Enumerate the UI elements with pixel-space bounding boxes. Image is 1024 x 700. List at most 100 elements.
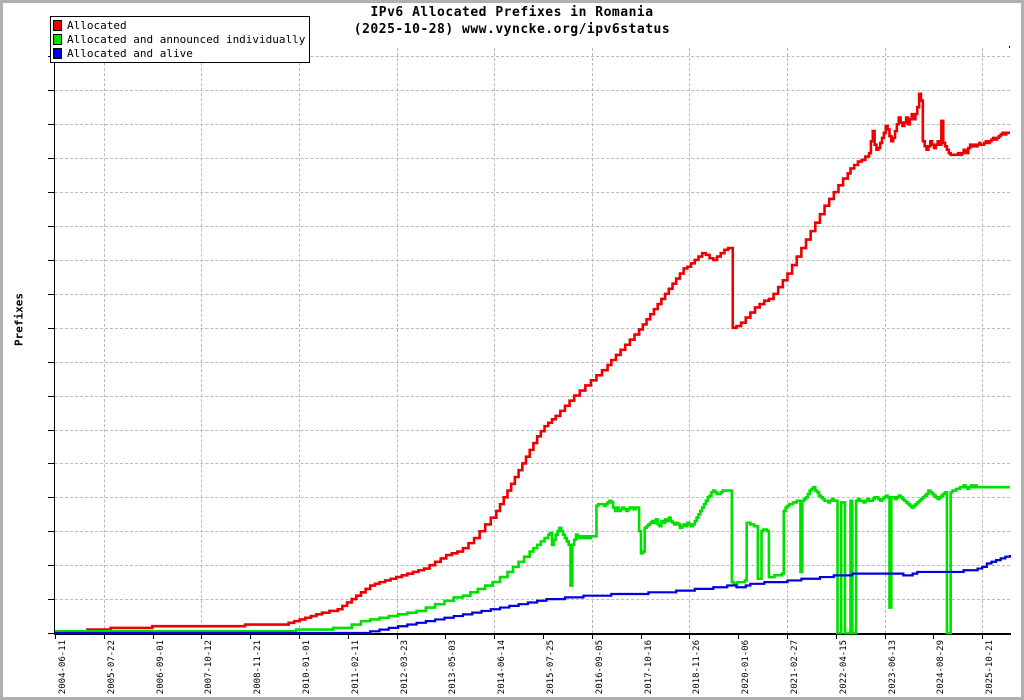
y-tick-mark: [48, 259, 55, 261]
x-tick-mark: [689, 633, 691, 639]
legend-item: Allocated and announced individually: [53, 33, 305, 46]
x-tick-label: 2014-06-14: [497, 640, 508, 695]
chart-title: IPv6 Allocated Prefixes in Romania: [370, 5, 654, 20]
legend-color-swatch: [53, 48, 62, 59]
x-tick-label: 2008-11-21: [253, 640, 264, 695]
y-tick-mark: [48, 90, 55, 92]
gridline-horizontal: [55, 599, 1010, 601]
gridline-vertical: [201, 48, 203, 633]
y-tick-mark: [48, 226, 55, 228]
y-tick-mark: [48, 124, 55, 126]
gridline-vertical: [298, 48, 300, 633]
y-tick-mark: [48, 497, 55, 499]
legend-item-label: Allocated: [67, 19, 127, 32]
gridline-vertical: [103, 48, 105, 633]
x-tick-mark: [396, 633, 398, 639]
legend-color-swatch: [53, 20, 62, 31]
gridline-horizontal: [55, 361, 1010, 363]
y-tick-mark: [48, 192, 55, 194]
y-tick-mark: [48, 531, 55, 533]
gridline-horizontal: [55, 395, 1010, 397]
gridline-horizontal: [55, 124, 1010, 126]
gridline-vertical: [591, 48, 593, 633]
series-line-3: [55, 555, 1012, 635]
gridline-horizontal: [55, 90, 1010, 92]
x-tick-label: 2023-06-13: [887, 640, 898, 695]
y-tick-mark: [48, 599, 55, 601]
x-tick-label: 2015-07-25: [545, 640, 556, 695]
x-tick-label: 2006-09-01: [155, 640, 166, 695]
x-tick-label: 2025-10-21: [985, 640, 996, 695]
y-tick-mark: [48, 463, 55, 465]
gridline-vertical: [786, 48, 788, 633]
y-tick-mark: [48, 395, 55, 397]
x-tick-mark: [933, 633, 935, 639]
x-tick-mark: [494, 633, 496, 639]
x-tick-mark: [884, 633, 886, 639]
x-tick-mark: [591, 633, 593, 639]
x-tick-mark: [640, 633, 642, 639]
gridline-vertical: [884, 48, 886, 633]
y-tick-mark: [48, 361, 55, 363]
x-tick-mark: [738, 633, 740, 639]
gridline-horizontal: [55, 293, 1010, 295]
x-tick-label: 2022-04-15: [838, 640, 849, 695]
y-axis-title: Prefixes: [12, 293, 26, 346]
x-tick-mark: [250, 633, 252, 639]
y-tick-mark: [48, 327, 55, 329]
x-tick-mark: [982, 633, 984, 639]
series-line-2: [55, 484, 1010, 635]
gridline-horizontal: [55, 463, 1010, 465]
legend-item: Allocated and alive: [53, 47, 305, 60]
gridline-horizontal: [55, 531, 1010, 533]
gridline-vertical: [689, 48, 691, 633]
gridline-horizontal: [55, 226, 1010, 228]
x-tick-mark: [542, 633, 544, 639]
gridline-horizontal: [55, 192, 1010, 194]
gridline-horizontal: [55, 327, 1010, 329]
legend-item: Allocated: [53, 19, 305, 32]
gridline-horizontal: [55, 56, 1010, 58]
legend-item-label: Allocated and announced individually: [67, 33, 306, 46]
x-tick-label: 2020-01-06: [741, 640, 752, 695]
x-tick-label: 2011-02-11: [350, 640, 361, 695]
gridline-horizontal: [55, 429, 1010, 431]
plot-area: 0204060801001201401601802002202402602803…: [48, 48, 1012, 694]
x-tick-label: 2010-01-01: [301, 640, 312, 695]
x-tick-label: 2012-03-23: [399, 640, 410, 695]
gridline-vertical: [982, 48, 984, 633]
gridline-horizontal: [55, 259, 1010, 261]
x-tick-mark: [55, 633, 56, 639]
x-tick-label: 2021-02-27: [789, 640, 800, 695]
y-tick-mark: [48, 158, 55, 160]
y-tick-mark: [48, 565, 55, 567]
x-tick-mark: [298, 633, 300, 639]
x-tick-label: 2017-10-16: [643, 640, 654, 695]
series-line-1: [55, 92, 1010, 633]
x-tick-mark: [445, 633, 447, 639]
x-tick-mark: [103, 633, 105, 639]
y-tick-mark: [48, 293, 55, 295]
x-axis-line: [54, 633, 1011, 635]
x-tick-label: 2007-10-12: [204, 640, 215, 695]
x-tick-label: 2018-11-26: [692, 640, 703, 695]
y-tick-mark: [48, 429, 55, 431]
x-tick-mark: [201, 633, 203, 639]
x-tick-mark: [835, 633, 837, 639]
x-tick-label: 2004-06-11: [58, 640, 68, 695]
gridline-horizontal: [55, 565, 1010, 567]
gridline-horizontal: [55, 497, 1010, 499]
x-tick-label: 2013-05-03: [448, 640, 459, 695]
x-tick-label: 2005-07-22: [106, 640, 117, 695]
x-tick-label: 2024-08-29: [936, 640, 947, 695]
y-tick-mark: [48, 633, 55, 634]
series-lines: [55, 92, 1012, 635]
gridline-horizontal: [55, 158, 1010, 160]
x-tick-mark: [786, 633, 788, 639]
gridline-vertical: [396, 48, 398, 633]
x-tick-mark: [152, 633, 154, 639]
chart-title-block: IPv6 Allocated Prefixes in Romania (2025…: [0, 4, 1024, 38]
legend-item-label: Allocated and alive: [67, 47, 193, 60]
x-tick-label: 2016-09-05: [594, 640, 605, 695]
